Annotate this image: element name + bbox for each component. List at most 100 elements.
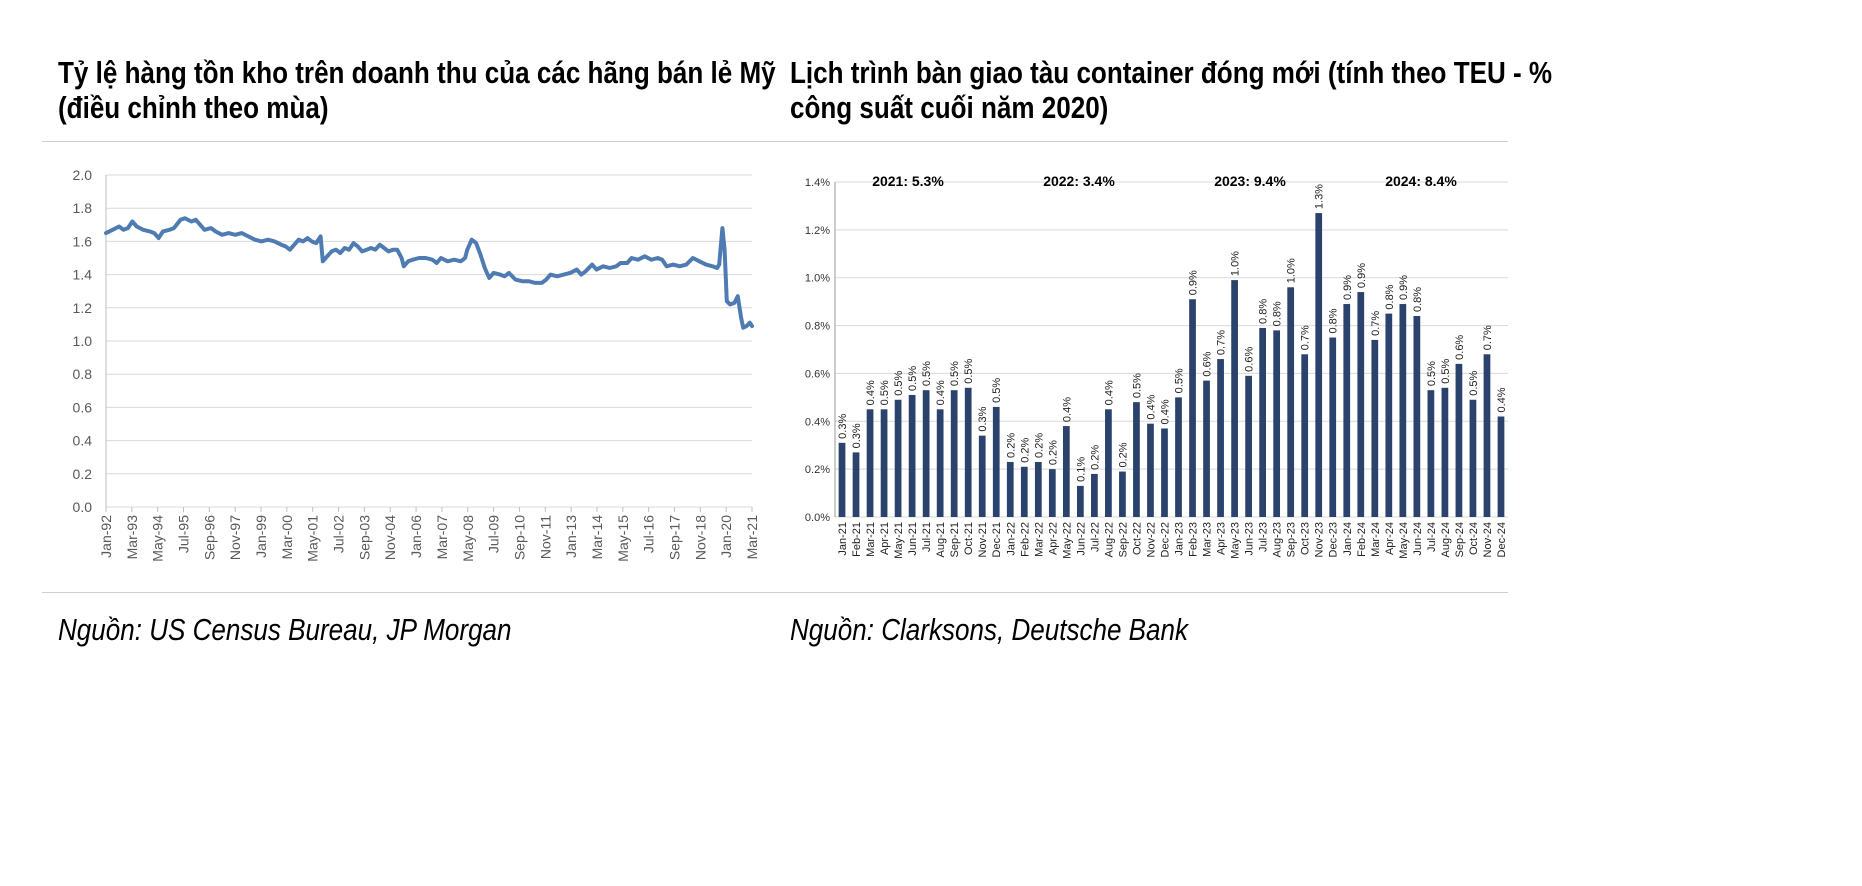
y-tick-label: 0.6 bbox=[73, 399, 93, 415]
data-label: 0.6% bbox=[1454, 335, 1466, 360]
bar-oct-22 bbox=[1133, 402, 1140, 517]
y-tick-label: 1.2 bbox=[73, 300, 93, 316]
bar-jul-23 bbox=[1259, 327, 1267, 517]
x-tick-label: May-15 bbox=[615, 515, 631, 562]
y-tick-label: 0.4 bbox=[73, 433, 93, 449]
x-tick-label: Sep-21 bbox=[949, 522, 961, 557]
x-tick-label: Jul-23 bbox=[1258, 522, 1270, 552]
x-tick-label: Apr-23 bbox=[1216, 522, 1228, 555]
data-label: 0.5% bbox=[921, 361, 933, 386]
data-label: 0.5% bbox=[963, 358, 975, 383]
data-label: 0.1% bbox=[1075, 457, 1087, 482]
y-tick-label: 1.2% bbox=[805, 225, 830, 237]
bar-mar-24 bbox=[1371, 339, 1379, 517]
bar-jan-23 bbox=[1175, 397, 1182, 517]
x-tick-label: Jul-21 bbox=[921, 522, 933, 552]
data-label: 0.9% bbox=[1398, 275, 1410, 300]
x-tick-label: May-23 bbox=[1230, 522, 1242, 559]
x-tick-label: Feb-24 bbox=[1356, 522, 1368, 557]
data-label: 0.2% bbox=[1005, 433, 1017, 458]
x-tick-label: Jan-21 bbox=[837, 522, 849, 556]
bar-sep-22 bbox=[1119, 471, 1126, 517]
x-tick-label: Nov-23 bbox=[1314, 522, 1326, 557]
x-tick-label: May-22 bbox=[1061, 522, 1073, 559]
x-tick-label: Nov-11 bbox=[537, 515, 553, 559]
y-tick-label: 1.0% bbox=[805, 273, 830, 285]
right-chart-title-line2: công suất cuối năm 2020) bbox=[790, 90, 1109, 125]
data-label: 0.5% bbox=[879, 380, 891, 405]
x-tick-label: May-08 bbox=[460, 515, 476, 562]
x-tick-label: Oct-23 bbox=[1300, 522, 1312, 555]
data-label: 0.8% bbox=[1384, 284, 1396, 309]
left-top-divider bbox=[42, 141, 778, 142]
x-tick-label: Apr-22 bbox=[1047, 522, 1059, 555]
data-label: 0.4% bbox=[935, 380, 947, 405]
bar-jul-22 bbox=[1091, 473, 1098, 517]
bar-aug-23 bbox=[1273, 330, 1281, 517]
bar-dec-21 bbox=[992, 406, 1000, 517]
x-tick-label: Jun-22 bbox=[1075, 522, 1087, 556]
data-label: 0.5% bbox=[991, 378, 1003, 403]
data-label: 0.2% bbox=[1047, 440, 1059, 465]
inventory-sales-ratio-line-chart: 0.0 0.2 0.4 0.6 0.8 1.0 1.2 1.4 1.6 1.8 2.0 Jan-92 M… bbox=[73, 167, 760, 562]
bar-jun-21 bbox=[908, 394, 916, 517]
x-tick-label: Mar-21 bbox=[744, 515, 760, 560]
bar-may-22 bbox=[1062, 426, 1070, 517]
data-label: 0.4% bbox=[865, 380, 877, 405]
data-label: 0.5% bbox=[907, 366, 919, 391]
data-label: 0.2% bbox=[1019, 437, 1031, 462]
year-total-annotation: 2023: 9.4% bbox=[1214, 173, 1286, 189]
bar-jul-24 bbox=[1427, 390, 1435, 517]
data-label: 0.4% bbox=[1103, 380, 1115, 405]
x-tick-label: Apr-24 bbox=[1384, 522, 1396, 555]
container-delivery-bar-chart: 0.0% 0.2% 0.4% 0.6% 0.8% 1.0% 1.2% 1.4% 0.3% Jan-… bbox=[805, 173, 1508, 559]
left-source-note: Nguồn: US Census Bureau, JP Morgan bbox=[58, 612, 512, 647]
x-tick-label: Aug-22 bbox=[1103, 522, 1115, 557]
x-tick-label: Feb-23 bbox=[1188, 522, 1200, 557]
bar-oct-24 bbox=[1469, 399, 1477, 517]
y-tick-label: 0.0 bbox=[73, 499, 93, 515]
x-tick-label: Jul-95 bbox=[176, 515, 192, 553]
bar-feb-24 bbox=[1357, 292, 1365, 517]
x-tick-label: Mar-07 bbox=[434, 515, 450, 560]
x-tick-label: Sep-96 bbox=[201, 515, 217, 560]
year-total-annotation: 2024: 8.4% bbox=[1385, 173, 1457, 189]
x-tick-label: Jan-23 bbox=[1174, 522, 1186, 556]
x-tick-label: Mar-21 bbox=[865, 522, 877, 557]
x-tick-label: May-21 bbox=[893, 522, 905, 559]
x-tick-label: Aug-23 bbox=[1272, 522, 1284, 557]
x-tick-label: Dec-22 bbox=[1159, 522, 1171, 557]
data-label: 1.0% bbox=[1230, 251, 1242, 276]
bar-apr-23 bbox=[1217, 359, 1224, 517]
x-tick-label: Mar-00 bbox=[279, 515, 295, 560]
right-chart-title-line1: Lịch trình bàn giao tàu container đóng m… bbox=[790, 55, 1553, 90]
x-tick-label: Nov-24 bbox=[1482, 522, 1494, 557]
y-tick-label: 0.0% bbox=[805, 512, 830, 524]
x-tick-label: Jul-09 bbox=[486, 515, 502, 553]
bar-jun-24 bbox=[1413, 316, 1421, 517]
data-label: 0.8% bbox=[1328, 308, 1340, 333]
bar-feb-23 bbox=[1189, 299, 1196, 517]
x-tick-label: Mar-14 bbox=[589, 515, 605, 560]
x-tick-label: Sep-10 bbox=[511, 515, 527, 560]
bar-oct-21 bbox=[964, 387, 972, 517]
data-label: 0.5% bbox=[1174, 368, 1186, 393]
bar-sep-23 bbox=[1287, 287, 1295, 517]
data-label: 0.9% bbox=[1188, 270, 1200, 295]
bar-apr-21 bbox=[880, 409, 888, 517]
y-tick-label: 1.4% bbox=[805, 177, 830, 189]
bar-dec-24 bbox=[1497, 416, 1505, 517]
bar-feb-21 bbox=[852, 452, 860, 517]
year-total-annotation: 2022: 3.4% bbox=[1043, 173, 1115, 189]
data-label: 0.5% bbox=[1468, 370, 1480, 395]
data-label: 0.5% bbox=[949, 361, 961, 386]
x-tick-label: Mar-23 bbox=[1202, 522, 1214, 557]
x-tick-label: Jan-22 bbox=[1005, 522, 1017, 556]
data-label: 0.9% bbox=[1342, 275, 1354, 300]
data-label: 0.5% bbox=[893, 370, 905, 395]
data-label: 0.2% bbox=[1033, 433, 1045, 458]
x-tick-label: Jul-22 bbox=[1089, 522, 1101, 552]
x-tick-label: Sep-23 bbox=[1286, 522, 1298, 557]
x-tick-label: Oct-21 bbox=[963, 522, 975, 555]
x-tick-label: Jul-24 bbox=[1426, 522, 1438, 552]
